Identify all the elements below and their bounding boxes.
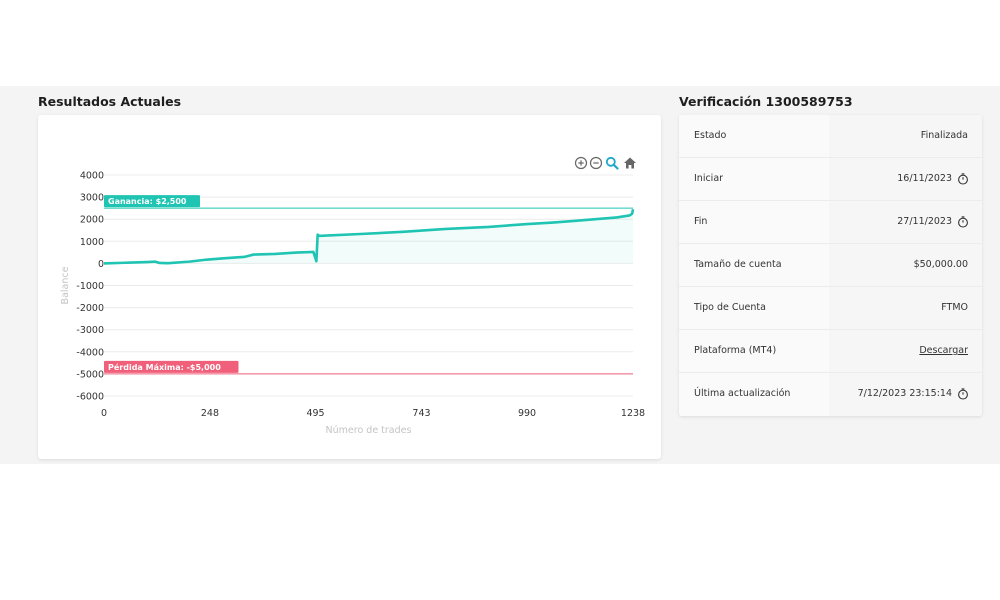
results-title: Resultados Actuales [38, 94, 182, 109]
balance-chart: 4000 3000 2000 1000 0 -1000 -2000 -3000 -4000 -50… [60, 171, 645, 437]
zoom-select-icon[interactable] [605, 156, 619, 170]
balance-area [104, 209, 633, 264]
row-estado: Estado Finalizada [679, 115, 982, 158]
row-value: FTMO [941, 302, 968, 313]
home-icon[interactable] [623, 156, 637, 170]
clock-icon [958, 388, 968, 400]
x-tick-label: 743 [412, 408, 430, 419]
download-link[interactable]: Descargar [919, 345, 968, 356]
row-tipo-cuenta: Tipo de Cuenta FTMO [679, 287, 982, 330]
max-loss-label: Pérdida Máxima: -$5,000 [104, 360, 239, 373]
x-tick-label: 495 [306, 408, 324, 419]
y-tick-label: 2000 [80, 215, 104, 226]
x-tick-label: 1238 [621, 408, 645, 419]
clock-icon [958, 173, 968, 185]
balance-line [103, 209, 635, 265]
row-label: Estado [694, 130, 727, 141]
zoom-out-icon[interactable] [589, 156, 603, 170]
row-plataforma: Plataforma (MT4) Descargar [679, 330, 982, 373]
zoom-in-icon[interactable] [574, 156, 588, 170]
row-label: Plataforma (MT4) [694, 345, 777, 356]
row-label: Tipo de Cuenta [694, 302, 766, 313]
row-label: Iniciar [694, 173, 724, 184]
row-iniciar: Iniciar 16/11/2023 [679, 158, 982, 201]
y-tick-label: -6000 [76, 392, 104, 403]
y-tick-label: 3000 [80, 193, 104, 204]
y-tick-label: -3000 [76, 325, 104, 336]
y-tick-label: 4000 [80, 171, 104, 182]
y-tick-label: -5000 [76, 369, 104, 380]
y-tick-label: -4000 [76, 347, 104, 358]
y-tick-label: -2000 [76, 303, 104, 314]
row-label: Fin [694, 216, 708, 227]
profit-target-label: Ganancia: $2,500 [104, 195, 200, 208]
row-value: 16/11/2023 [897, 173, 952, 184]
row-fin: Fin 27/11/2023 [679, 201, 982, 244]
annotation-label-text: Pérdida Máxima: -$5,000 [108, 362, 221, 372]
chart-card: 4000 3000 2000 1000 0 -1000 -2000 -3000 -4000 -50… [38, 115, 661, 459]
annotation-label-bg [104, 195, 200, 208]
y-tick-label: -1000 [76, 281, 104, 292]
x-tick-label: 990 [518, 408, 536, 419]
row-label: Tamaño de cuenta [694, 259, 782, 270]
x-axis-title: Número de trades [326, 425, 412, 436]
annotation-label-text: Ganancia: $2,500 [108, 197, 187, 206]
row-value: 7/12/2023 23:15:14 [857, 388, 952, 399]
x-tick-label: 0 [101, 408, 107, 419]
x-tick-label: 248 [201, 408, 219, 419]
row-value: Finalizada [920, 130, 968, 141]
row-value: $50,000.00 [913, 259, 968, 270]
verification-card: Estado Finalizada Iniciar 16/11/2023 Fin… [679, 115, 982, 416]
clock-icon [958, 216, 968, 228]
row-tamano-cuenta: Tamaño de cuenta $50,000.00 [679, 244, 982, 287]
verification-title: Verificación 1300589753 [679, 94, 853, 109]
annotation-label-bg [104, 360, 239, 373]
row-label: Última actualización [694, 388, 791, 399]
y-tick-label: 1000 [80, 237, 104, 248]
y-axis-title: Balance [60, 266, 71, 304]
row-ultima-actualizacion: Última actualización 7/12/2023 23:15:14 [679, 373, 982, 416]
y-tick-label: 0 [98, 259, 104, 270]
row-value: 27/11/2023 [897, 216, 952, 227]
